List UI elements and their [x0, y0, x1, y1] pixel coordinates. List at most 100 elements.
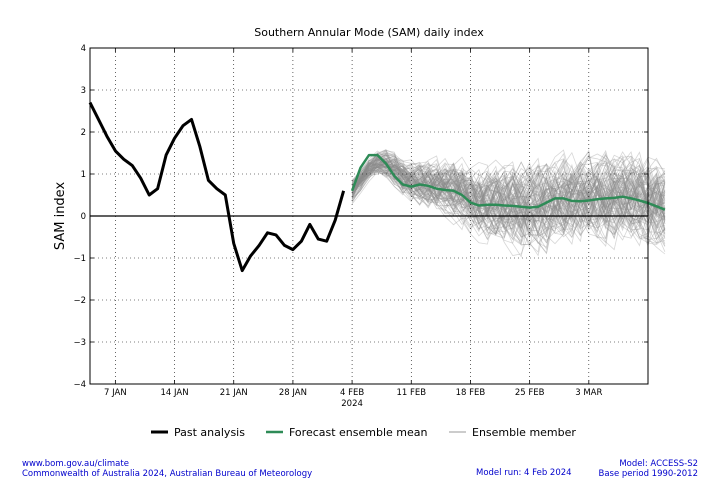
ensemble-member-line [351, 149, 666, 245]
ensemble-member-line [351, 156, 666, 241]
ensemble-member-line [351, 155, 666, 247]
footer-base-period: Base period 1990-2012 [598, 469, 698, 479]
ensemble-member-line [351, 163, 666, 238]
footer-right: Model: ACCESS-S2 Base period 1990-2012 [598, 459, 698, 479]
ensemble-member-line [352, 149, 666, 247]
ensemble-member-line [351, 163, 666, 239]
y-tick-label: −2 [73, 296, 86, 306]
ensemble-member-line [351, 157, 666, 244]
ensemble-member-line [351, 151, 666, 236]
x-tick-label: 18 FEB [456, 388, 486, 398]
ensemble-member-line [351, 157, 666, 217]
ensemble-member-line [351, 163, 666, 246]
ensemble-member-line [351, 150, 666, 238]
x-tick-label: 21 JAN [220, 388, 248, 398]
ensemble-member-line [351, 164, 666, 245]
ensemble-member-line [351, 156, 666, 235]
x-tick-label: 28 JAN [279, 388, 307, 398]
ensemble-member-line [351, 164, 666, 245]
ensemble-member-line [351, 155, 666, 225]
legend-past-analysis: Past analysis [174, 426, 245, 439]
ensemble-member-line [352, 159, 665, 251]
ensemble-member-line [351, 152, 666, 226]
ensemble-members [351, 149, 666, 258]
ensemble-member-line [351, 165, 666, 236]
ensemble-member-line [351, 151, 666, 240]
ensemble-member-line [351, 153, 666, 241]
ensemble-member-line [351, 158, 666, 225]
ensemble-member-line [351, 157, 666, 233]
ensemble-member-line [351, 159, 666, 240]
ensemble-member-line [351, 167, 666, 223]
series-lines [88, 101, 666, 273]
ensemble-member-line [351, 152, 666, 220]
x-tick-label: 3 MAR [575, 388, 602, 398]
ensemble-member-line [351, 157, 666, 217]
ensemble-member-line [351, 150, 666, 213]
ensemble-member-line [351, 161, 666, 254]
ensemble-member-line [351, 163, 666, 245]
ensemble-member-line [351, 153, 666, 236]
ensemble-member-line [351, 156, 666, 244]
ensemble-member-line [351, 160, 666, 237]
y-axis-ticks: 4 3 2 1 0 −1 −2 −3 −4 [73, 44, 648, 390]
footer-left: www.bom.gov.au/climate Commonwealth of A… [22, 459, 312, 479]
ensemble-member-line [351, 154, 666, 232]
ensemble-member-line [351, 158, 666, 245]
y-tick-label: 1 [81, 170, 86, 180]
x-tick-label: 14 JAN [161, 388, 189, 398]
y-tick-label: −1 [73, 254, 86, 264]
ensemble-member-line [351, 154, 666, 253]
ensemble-member-line [351, 163, 666, 252]
ensemble-member-line [351, 159, 666, 245]
ensemble-member-line [351, 162, 666, 258]
footer-model-run: Model run: 4 Feb 2024 [476, 468, 572, 478]
ensemble-member-line [351, 156, 666, 239]
ensemble-member-line [351, 155, 666, 234]
y-tick-label: 3 [81, 86, 86, 96]
footer-copyright: Commonwealth of Australia 2024, Australi… [22, 469, 313, 479]
ensemble-member-line [352, 153, 666, 236]
ensemble-member-line [351, 160, 666, 241]
ensemble-member-line [351, 158, 666, 231]
ensemble-member-line [351, 162, 666, 244]
ensemble-member-line [351, 163, 666, 229]
ensemble-member-line [351, 153, 666, 245]
ensemble-member-line [351, 161, 666, 241]
ensemble-member-line [351, 153, 666, 222]
legend-ensemble-member: Ensemble member [472, 426, 576, 439]
y-axis-label: SAM index [53, 182, 68, 251]
ensemble-member-line [351, 163, 666, 240]
ensemble-member-line [351, 150, 666, 257]
y-tick-label: −4 [73, 380, 86, 390]
ensemble-member-line [351, 162, 666, 230]
ensemble-member-line [351, 164, 666, 236]
y-tick-label: 4 [81, 44, 86, 54]
ensemble-member-line [351, 159, 666, 251]
ensemble-member-line [351, 158, 666, 239]
ensemble-member-line [351, 149, 666, 255]
ensemble-member-line [351, 156, 666, 236]
footer-model: Model: ACCESS-S2 [619, 459, 698, 469]
legend-ensemble-mean: Forecast ensemble mean [289, 426, 428, 439]
ensemble-member-line [351, 151, 666, 246]
past-analysis-line [88, 101, 346, 273]
legend: Past analysis Forecast ensemble mean Ens… [151, 426, 576, 439]
chart-title: Southern Annular Mode (SAM) daily index [254, 26, 484, 39]
ensemble-member-line [351, 169, 665, 228]
x-tick-label: 25 FEB [515, 388, 545, 398]
ensemble-mean-line [350, 153, 666, 211]
ensemble-member-line [351, 161, 666, 244]
ensemble-member-line [351, 161, 666, 245]
y-tick-label: −3 [73, 338, 86, 348]
x-tick-label: 4 FEB [340, 388, 364, 398]
ensemble-member-line [351, 158, 665, 243]
ensemble-member-line [351, 163, 666, 237]
x-tick-label: 11 FEB [396, 388, 426, 398]
y-tick-label: 0 [81, 212, 86, 222]
ensemble-member-line [351, 151, 666, 245]
footer-bom-url[interactable]: www.bom.gov.au/climate [22, 459, 129, 469]
ensemble-member-line [351, 156, 666, 244]
ensemble-member-line [351, 158, 666, 256]
